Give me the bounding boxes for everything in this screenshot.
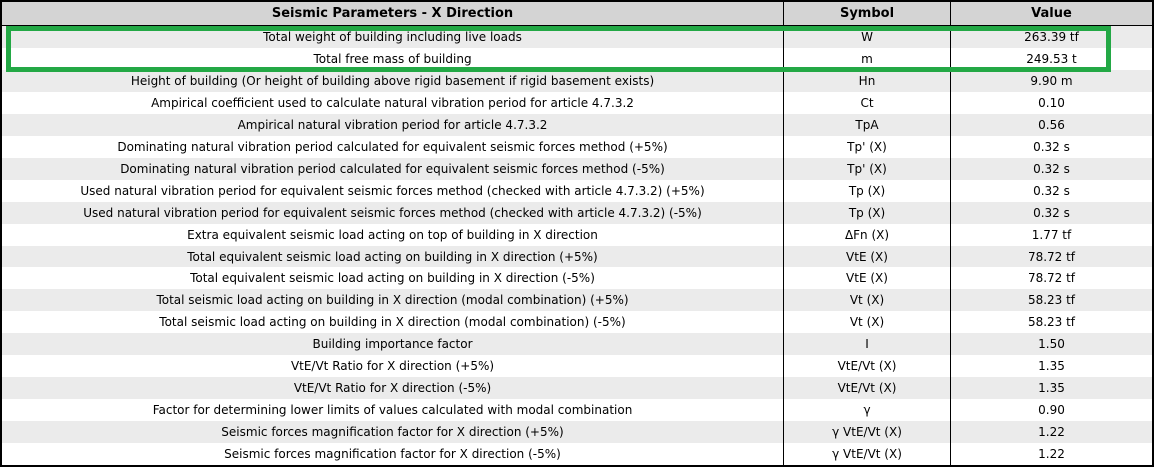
value-cell: 0.10: [950, 91, 1152, 114]
parameter-cell: VtE/Vt Ratio for X direction (+5%): [290, 359, 495, 374]
table-row: VtE/Vt Ratio for X direction (-5%) VtE/Vt…: [2, 377, 1152, 400]
parameter-cell: Dominating natural vibration period calc…: [120, 161, 665, 176]
table-row: Ampirical natural vibration period for a…: [2, 113, 1152, 136]
parameter-cell: Total seismic load acting on building in…: [159, 315, 626, 330]
value-cell: 1.22: [950, 421, 1152, 444]
value-cell: 1.77 tf: [950, 223, 1152, 246]
table-row: Seismic forces magnification factor for …: [2, 443, 1152, 465]
parameter-cell: Total equivalent seismic load acting on …: [187, 249, 598, 264]
parameter-cell: Seismic forces magnification factor for …: [221, 425, 564, 440]
symbol-cell: Tp (X): [783, 201, 950, 224]
value-cell: 0.90: [950, 399, 1152, 422]
parameter-cell: VtE/Vt Ratio for X direction (-5%): [293, 381, 492, 396]
table-row: Dominating natural vibration period calc…: [2, 157, 1152, 180]
table-header-row: Seismic Parameters - X Direction Symbol …: [2, 2, 1152, 26]
symbol-cell: Ct: [783, 91, 950, 114]
value-cell: 0.56: [950, 113, 1152, 136]
table-row: Extra equivalent seismic load acting on …: [2, 223, 1152, 246]
value-cell: 0.32 s: [950, 179, 1152, 202]
symbol-cell: VtE/Vt (X): [783, 355, 950, 378]
value-cell: 58.23 tf: [950, 311, 1152, 334]
parameter-cell: Total free mass of building: [313, 51, 472, 66]
table-row: Height of building (Or height of buildin…: [2, 69, 1152, 92]
value-cell: 0.32 s: [950, 157, 1152, 180]
symbol-cell: W: [783, 26, 950, 48]
parameter-cell: Total weight of building including live …: [263, 29, 522, 44]
table-row: Total seismic load acting on building in…: [2, 289, 1152, 312]
value-cell: 1.35: [950, 377, 1152, 400]
symbol-cell: VtE (X): [783, 267, 950, 290]
symbol-cell: TpA: [783, 113, 950, 136]
value-cell: 78.72 tf: [950, 245, 1152, 268]
symbol-cell: I: [783, 333, 950, 356]
parameter-cell: Height of building (Or height of buildin…: [130, 73, 655, 88]
parameter-cell: Dominating natural vibration period calc…: [117, 139, 668, 154]
parameter-cell: Extra equivalent seismic load acting on …: [187, 227, 598, 242]
header-value: Value: [950, 2, 1152, 25]
value-cell: 0.32 s: [950, 135, 1152, 158]
parameter-cell: Total equivalent seismic load acting on …: [190, 271, 595, 286]
symbol-cell: VtE/Vt (X): [783, 377, 950, 400]
symbol-cell: Vt (X): [783, 311, 950, 334]
table-row: Total weight of building including live …: [2, 26, 1152, 48]
header-symbol: Symbol: [783, 2, 950, 25]
table-row: Total equivalent seismic load acting on …: [2, 245, 1152, 268]
value-cell: 263.39 tf: [950, 26, 1152, 48]
table-row: Total equivalent seismic load acting on …: [2, 267, 1152, 290]
symbol-cell: VtE (X): [783, 245, 950, 268]
table-row: Ampirical coefficient used to calculate …: [2, 91, 1152, 114]
value-cell: 1.35: [950, 355, 1152, 378]
parameter-cell: Ampirical natural vibration period for a…: [237, 117, 548, 132]
table-body: Total weight of building including live …: [2, 26, 1152, 465]
parameter-cell: Seismic forces magnification factor for …: [224, 447, 561, 462]
symbol-cell: γ VtE/Vt (X): [783, 443, 950, 465]
symbol-cell: Hn: [783, 69, 950, 92]
symbol-cell: γ VtE/Vt (X): [783, 421, 950, 444]
table-row: Dominating natural vibration period calc…: [2, 135, 1152, 158]
value-cell: 249.53 t: [950, 47, 1152, 70]
value-cell: 9.90 m: [950, 69, 1152, 92]
table-row: Seismic forces magnification factor for …: [2, 421, 1152, 444]
table-row: Total free mass of building m 249.53 t: [2, 47, 1152, 70]
table-row: Factor for determining lower limits of v…: [2, 399, 1152, 422]
symbol-cell: m: [783, 47, 950, 70]
value-cell: 1.50: [950, 333, 1152, 356]
table-row: Used natural vibration period for equiva…: [2, 201, 1152, 224]
symbol-cell: Vt (X): [783, 289, 950, 312]
symbol-cell: ΔFn (X): [783, 223, 950, 246]
table-row: Used natural vibration period for equiva…: [2, 179, 1152, 202]
symbol-cell: γ: [783, 399, 950, 422]
value-cell: 1.22: [950, 443, 1152, 465]
parameter-cell: Building importance factor: [312, 337, 473, 352]
parameter-cell: Total seismic load acting on building in…: [156, 293, 629, 308]
value-cell: 58.23 tf: [950, 289, 1152, 312]
table-row: Total seismic load acting on building in…: [2, 311, 1152, 334]
parameter-cell: Used natural vibration period for equiva…: [83, 205, 702, 220]
symbol-cell: Tp' (X): [783, 135, 950, 158]
table-row: VtE/Vt Ratio for X direction (+5%) VtE/Vt…: [2, 355, 1152, 378]
value-cell: 78.72 tf: [950, 267, 1152, 290]
parameter-cell: Factor for determining lower limits of v…: [152, 403, 633, 418]
parameter-cell: Ampirical coefficient used to calculate …: [151, 95, 634, 110]
parameter-cell: Used natural vibration period for equiva…: [80, 183, 705, 198]
value-cell: 0.32 s: [950, 201, 1152, 224]
table-row: Building importance factor I 1.50: [2, 333, 1152, 356]
symbol-cell: Tp' (X): [783, 157, 950, 180]
header-parameter: Seismic Parameters - X Direction: [271, 6, 514, 21]
symbol-cell: Tp (X): [783, 179, 950, 202]
